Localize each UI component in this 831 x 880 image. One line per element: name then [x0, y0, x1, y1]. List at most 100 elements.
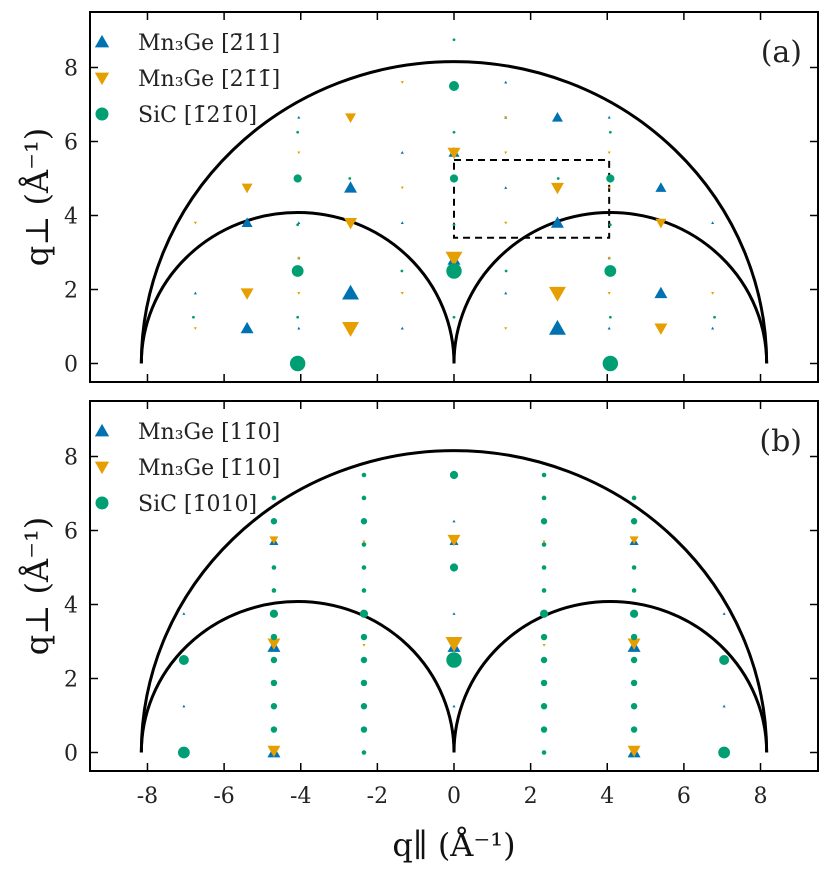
ewald-circle-0	[139, 449, 769, 753]
data-point-circle-14	[271, 565, 277, 570]
data-point-circle-8	[270, 703, 278, 710]
legend-marker-triangle-up	[94, 423, 110, 437]
data-point-circle-52	[541, 472, 547, 478]
data-point-triangle-up-14	[400, 326, 404, 330]
data-point-circle-16	[271, 495, 277, 501]
data-point-circle-34	[361, 588, 367, 593]
data-point-circle-0	[177, 746, 190, 759]
data-point-triangle-down-14	[400, 292, 404, 295]
data-point-triangle-down-3	[654, 323, 668, 335]
legend-marker-circle	[95, 107, 109, 121]
data-point-circle-7	[606, 174, 615, 183]
panel-b: -8 -6 -4 -2 0 2 4 6 8 0 2 4 6 8 q⊥ (Å⁻¹) q∥ (Å⁻¹) (b) Mn₃…	[18, 400, 819, 864]
data-point-circle-6	[449, 470, 459, 480]
data-point-circle-19	[630, 679, 638, 687]
legend-marker-triangle-down	[94, 72, 110, 86]
data-point-triangle-down-0	[342, 321, 360, 337]
x-tick-label: 2	[524, 784, 538, 809]
legend-marker-triangle-down	[94, 461, 110, 475]
data-point-circle-19	[296, 130, 300, 134]
data-point-triangle-down-7	[241, 183, 253, 194]
data-point-circle-24	[452, 38, 456, 42]
ewald-circle-2	[452, 600, 769, 753]
data-point-circle-51	[541, 495, 547, 501]
data-point-circle-40	[541, 750, 547, 755]
data-point-triangle-down-0	[267, 745, 281, 758]
data-point-triangle-down-25	[504, 116, 508, 119]
x-tick-label: -8	[137, 784, 158, 809]
data-point-triangle-down-18	[504, 221, 508, 225]
data-point-circle-42	[540, 703, 548, 710]
data-point-triangle-down-21	[504, 151, 508, 155]
y-tick-label: 4	[64, 205, 78, 230]
data-point-circle-0	[289, 355, 306, 372]
data-point-triangle-down-6	[655, 218, 667, 229]
panel-a: 0 2 4 6 8 q⊥ (Å⁻¹) (a) Mn₃Ge [2̄11] Mn₃Ge [21̄1̄…	[18, 11, 819, 383]
data-point-circle-24	[631, 565, 637, 570]
data-point-circle-21	[452, 130, 456, 134]
data-point-triangle-down-2	[267, 638, 281, 650]
data-point-circle-23	[556, 177, 560, 180]
data-point-triangle-up-23	[607, 115, 611, 119]
data-point-triangle-up-14	[452, 519, 456, 523]
data-point-triangle-up-7	[344, 181, 358, 193]
data-point-triangle-up-24	[504, 80, 508, 84]
legend-label: Mn₃Ge [11̄0]	[138, 420, 280, 445]
legend: Mn₃Ge [2̄11] Mn₃Ge [21̄1̄] SiC [1̄21̄0]	[94, 31, 280, 128]
data-point-circle-13	[271, 588, 277, 593]
data-point-circle-47	[541, 588, 547, 593]
data-point-circle-46	[539, 609, 549, 618]
data-point-triangle-down-9	[447, 147, 461, 160]
legend: Mn₃Ge [11̄0] Mn₃Ge [1̄10] SiC [1̄010]	[94, 420, 280, 517]
data-point-circle-17	[608, 223, 612, 227]
data-point-triangle-down-11	[542, 540, 546, 544]
data-point-circle-16	[296, 223, 300, 227]
data-point-circle-22	[629, 609, 639, 618]
ewald-circle-2	[452, 211, 769, 364]
data-point-triangle-down-4	[445, 636, 463, 652]
data-point-triangle-down-26	[297, 256, 301, 260]
data-point-circle-30	[360, 679, 368, 687]
data-point-circle-12	[608, 315, 612, 319]
x-tick-label: 0	[447, 784, 461, 809]
x-tick-label: 4	[600, 784, 614, 809]
data-point-circle-13	[452, 315, 456, 319]
data-point-circle-6	[449, 174, 459, 183]
x-axis-label: q∥ (Å⁻¹)	[392, 826, 515, 864]
data-point-circle-20	[608, 130, 612, 134]
legend-marker-triangle-up	[94, 34, 110, 48]
data-point-circle-41	[540, 726, 548, 733]
data-point-triangle-down-1	[548, 286, 566, 302]
data-point-circle-29	[360, 703, 368, 710]
data-point-triangle-up-8	[182, 704, 186, 708]
data-point-triangle-down-9	[542, 644, 546, 647]
data-point-triangle-down-8	[362, 644, 366, 647]
data-point-triangle-down-12	[711, 292, 715, 295]
data-point-triangle-down-17	[193, 221, 197, 225]
x-tick-label: 6	[677, 784, 691, 809]
ewald-circle-1	[139, 600, 456, 753]
legend-label: Mn₃Ge [1̄10]	[138, 456, 280, 481]
data-point-triangle-up-2	[548, 319, 566, 335]
plot-area	[139, 449, 769, 759]
data-point-circle-43	[540, 679, 548, 687]
data-point-triangle-up-9	[722, 704, 726, 708]
data-point-circle-18	[452, 223, 456, 227]
y-tick-label: 8	[64, 446, 78, 471]
x-tick-label: 8	[754, 784, 768, 809]
data-point-triangle-up-15	[504, 291, 508, 295]
data-point-circle-9	[192, 315, 195, 319]
y-tick-label: 8	[64, 57, 78, 82]
data-point-triangle-down-16	[607, 292, 611, 295]
ewald-circle-1	[139, 211, 456, 364]
data-point-triangle-up-8	[655, 182, 667, 192]
data-point-triangle-down-11	[193, 327, 197, 330]
data-point-circle-3	[719, 655, 730, 665]
data-point-circle-1	[602, 355, 619, 372]
data-point-triangle-down-10	[362, 540, 366, 544]
data-point-circle-1	[718, 746, 731, 759]
data-point-triangle-up-10	[452, 704, 456, 708]
x-tick-label: -4	[290, 784, 311, 809]
data-point-circle-11	[270, 633, 278, 641]
